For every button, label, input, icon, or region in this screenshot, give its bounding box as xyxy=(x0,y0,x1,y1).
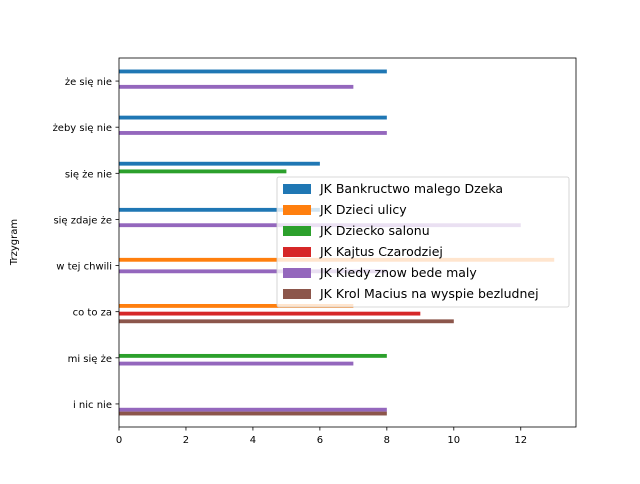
x-tick-label: 8 xyxy=(384,435,390,446)
bar xyxy=(119,84,354,89)
bar xyxy=(119,131,387,135)
bar xyxy=(119,361,354,366)
bar xyxy=(119,311,421,316)
legend-box xyxy=(276,176,570,308)
bar xyxy=(119,115,387,120)
bar xyxy=(119,411,387,416)
x-tick-label: 2 xyxy=(183,435,189,446)
y-tick-label: się zdaje że xyxy=(53,215,112,226)
legend-swatch xyxy=(283,247,311,257)
bar xyxy=(119,161,320,166)
y-tick-label: i nic nie xyxy=(73,400,112,411)
bars xyxy=(119,69,555,416)
legend-swatch xyxy=(283,289,311,299)
legend: JK Bankructwo malego Dzeka JK Dzieci ulic… xyxy=(276,176,570,308)
y-tick-label: że się nie xyxy=(65,77,112,88)
bar xyxy=(119,304,354,308)
x-tick-label: 6 xyxy=(317,435,323,446)
axes: 0 2 4 6 8 10 12 i nic nie mi się że co to za w tej… xyxy=(53,57,577,446)
legend-label: JK Kiedy znow bede maly xyxy=(319,265,477,280)
bar xyxy=(119,207,320,212)
x-tick-label: 0 xyxy=(116,435,122,446)
legend-swatch xyxy=(283,184,311,194)
legend-swatch xyxy=(283,205,311,215)
bar xyxy=(119,407,387,412)
bar xyxy=(119,169,287,174)
y-tick-label: żeby się nie xyxy=(53,123,112,134)
plot-frame xyxy=(118,57,577,428)
bar xyxy=(119,319,454,324)
bar xyxy=(119,353,387,358)
x-tick-label: 12 xyxy=(514,435,527,446)
y-tick-label: w tej chwili xyxy=(56,262,112,273)
y-tick-label: co to za xyxy=(73,308,112,319)
bar xyxy=(119,69,387,74)
legend-label: JK Kajtus Czarodziej xyxy=(319,244,443,259)
y-tick-label: się że nie xyxy=(65,169,112,180)
legend-label: JK Bankructwo malego Dzeka xyxy=(319,181,503,196)
legend-label: JK Dziecko salonu xyxy=(319,223,430,238)
y-axis-label: Trzygram xyxy=(9,219,20,266)
legend-label: JK Dzieci ulicy xyxy=(319,202,407,217)
legend-label: JK Krol Macius na wyspie bezludnej xyxy=(319,286,539,301)
x-tick-label: 4 xyxy=(250,435,256,446)
legend-swatch xyxy=(283,226,311,236)
bar xyxy=(119,269,387,274)
x-tick-label: 10 xyxy=(447,435,460,446)
y-tick-label: mi się że xyxy=(68,354,112,365)
legend-swatch xyxy=(283,268,311,278)
